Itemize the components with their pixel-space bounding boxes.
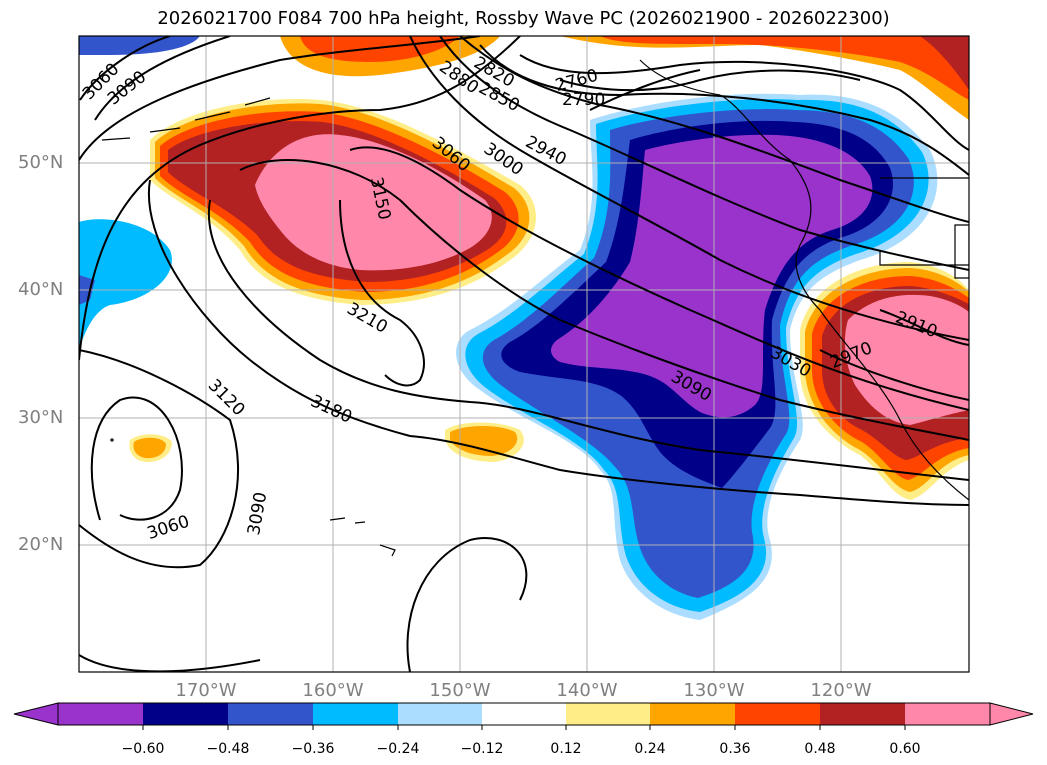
colorbar-segment — [58, 703, 143, 725]
colorbar-tick-label: −0.12 — [460, 741, 504, 757]
colorbar-tick-label: 0.48 — [804, 741, 836, 757]
colorbar-segment — [650, 703, 735, 725]
colorbar-min-extend — [13, 702, 59, 726]
height-contours — [79, 36, 969, 672]
map-title: 2026021700 F084 700 hPa height, Rossby W… — [157, 8, 890, 29]
colorbar-segment — [905, 703, 990, 725]
contour-label: 3060 — [145, 512, 192, 544]
colorbar-tick-label: 0.24 — [634, 741, 666, 757]
colorbar-tick-label: −0.24 — [376, 741, 420, 757]
contour-label: 3090 — [244, 491, 271, 537]
contour-label: 3120 — [204, 375, 249, 420]
lon-label: 120°W — [810, 680, 872, 701]
gridlines — [79, 36, 969, 672]
lon-label: 170°W — [175, 680, 237, 701]
colorbar-tick-label: −0.36 — [291, 741, 335, 757]
anomaly-shading — [79, 36, 969, 620]
colorbar — [13, 702, 1034, 730]
colorbar-tick-label: −0.48 — [206, 741, 250, 757]
lon-label: 140°W — [556, 680, 618, 701]
map-frame — [78, 35, 970, 673]
lat-label: 50°N — [18, 152, 64, 173]
contour-label: 3180 — [307, 391, 355, 427]
lat-label: 30°N — [18, 407, 64, 428]
lon-label: 150°W — [429, 680, 491, 701]
colorbar-segment — [228, 703, 313, 725]
colorbar-tick-label: −0.60 — [121, 741, 165, 757]
lat-label: 40°N — [18, 279, 64, 300]
colorbar-segment — [143, 703, 228, 725]
colorbar-segment — [566, 703, 650, 725]
lon-label: 130°W — [683, 680, 745, 701]
lon-label: 160°W — [302, 680, 364, 701]
colorbar-segment — [482, 703, 566, 725]
colorbar-segment — [313, 703, 398, 725]
colorbar-tick-label: 0.60 — [889, 741, 921, 757]
colorbar-tick-label: 0.36 — [719, 741, 751, 757]
colorbar-tick-label: 0.12 — [550, 741, 582, 757]
contour-label: 2790 — [562, 90, 605, 110]
colorbar-segment — [820, 703, 905, 725]
colorbar-segment — [398, 703, 482, 725]
colorbar-max-extend — [989, 702, 1034, 726]
coastlines — [101, 59, 969, 557]
colorbar-segment — [735, 703, 820, 725]
lat-label: 20°N — [18, 534, 64, 555]
